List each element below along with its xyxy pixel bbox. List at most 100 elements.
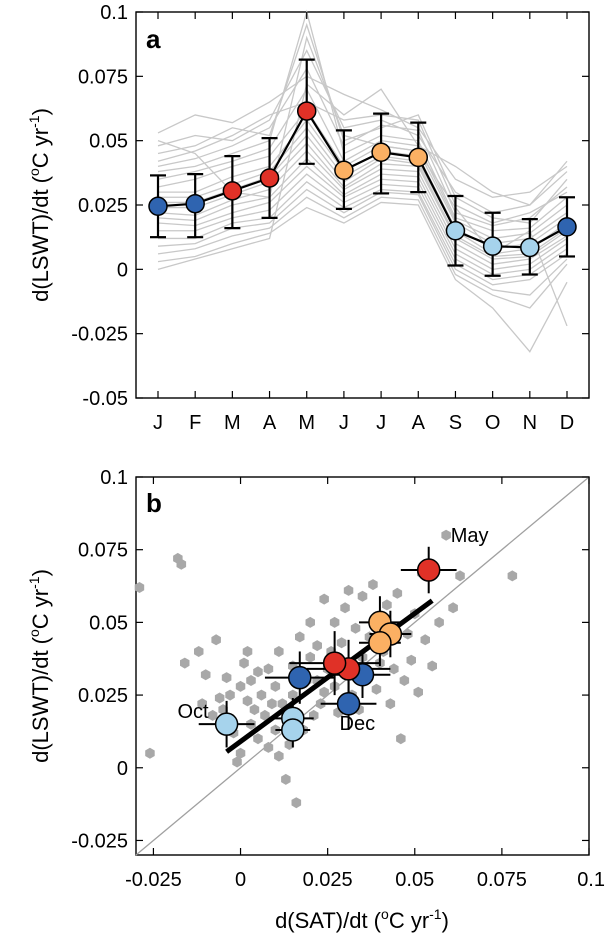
x-tick-label: 0.075: [477, 869, 527, 891]
mean-point: [371, 142, 391, 162]
background-series-line: [157, 157, 568, 271]
month-point: [336, 692, 361, 716]
y-tick-label: 0.075: [78, 66, 128, 88]
x-tick-label: A: [263, 412, 277, 434]
mean-point: [445, 220, 466, 241]
annotation-dec: Dec: [340, 713, 376, 735]
gray-point: [340, 602, 350, 614]
gray-point: [448, 602, 458, 614]
x-tick-label: M: [224, 412, 241, 434]
background-series-line: [158, 173, 568, 281]
gray-point: [288, 689, 298, 701]
mean-point: [482, 236, 503, 256]
background-series-line: [158, 181, 568, 286]
background-series-line: [157, 196, 568, 309]
gray-point: [368, 579, 378, 591]
mean-point: [148, 196, 168, 217]
gray-point: [270, 680, 281, 692]
gray-point: [385, 698, 396, 710]
gray-point: [396, 733, 406, 745]
gray-point: [263, 663, 274, 675]
gray-point: [305, 651, 315, 663]
month-point: [281, 718, 305, 742]
gray-point: [315, 698, 326, 710]
mean-point: [408, 147, 429, 168]
panel-a-ylabel: d(LSWT)/dt (oC yr-1): [26, 108, 53, 302]
mean-point: [259, 168, 280, 188]
y-tick-label: 0.05: [89, 612, 128, 634]
y-tick-label: 0: [117, 259, 128, 281]
x-tick-label: 0.025: [303, 869, 353, 891]
gray-point: [382, 599, 392, 611]
mean-point: [334, 160, 354, 181]
gray-point: [274, 646, 284, 657]
gray-point: [267, 698, 277, 710]
background-series-line: [157, 150, 568, 265]
gray-point: [197, 698, 207, 710]
panel-a-error-bars: [150, 58, 575, 277]
y-tick-label: 0.1: [100, 467, 128, 489]
gray-point: [134, 582, 145, 593]
gray-point: [291, 797, 302, 809]
x-tick-label: D: [560, 412, 574, 434]
mean-point: [520, 237, 540, 258]
gray-point: [260, 709, 270, 721]
mean-point: [557, 217, 577, 237]
panel-a-background-series: [157, 9, 568, 353]
y-tick-label: -0.025: [71, 830, 128, 852]
annotation-may: May: [451, 525, 489, 547]
gray-point: [413, 686, 423, 698]
gray-point: [194, 646, 204, 657]
gray-point: [214, 692, 225, 704]
panel-b-axes-frame: [135, 476, 590, 856]
background-series-line: [157, 22, 568, 224]
x-tick-label: J: [376, 412, 386, 434]
gray-point: [357, 590, 368, 602]
gray-point: [336, 637, 347, 649]
gray-point: [263, 741, 274, 753]
panel-b: -0.025 0 0.025 0.05 0.075 0.1 -0.025 0 0.025 0.05…: [26, 467, 605, 933]
panel-b-label: b: [146, 488, 162, 518]
panel-b-ticks: -0.025 0 0.025 0.05 0.075 0.1 -0.025 0 0.025 0.05…: [71, 467, 605, 891]
background-series-line: [157, 82, 568, 270]
gray-point: [389, 663, 399, 675]
background-series-line: [157, 87, 568, 240]
x-tick-label: O: [485, 412, 501, 434]
y-tick-label: 0: [117, 758, 128, 780]
y-tick-label: 0.075: [78, 540, 128, 562]
gray-point: [235, 747, 246, 759]
x-tick-label: M: [298, 412, 315, 434]
gray-point: [455, 570, 465, 582]
gray-point: [253, 733, 263, 745]
month-point: [214, 712, 239, 736]
gray-point: [312, 640, 322, 652]
x-tick-label: S: [449, 412, 462, 434]
x-tick-label: 0: [235, 869, 246, 891]
gray-point: [319, 686, 329, 698]
gray-point: [295, 631, 305, 643]
gray-point: [406, 654, 416, 666]
background-series-line: [157, 188, 568, 296]
panel-b-ylabel: d(LSWT)/dt (oC yr-1): [26, 569, 53, 763]
gray-point: [350, 622, 361, 634]
month-point: [288, 665, 312, 690]
gray-point: [399, 675, 410, 686]
gray-point: [239, 657, 249, 669]
gray-point: [343, 584, 354, 596]
gray-point: [242, 695, 253, 707]
gray-point: [427, 660, 437, 672]
gray-point: [284, 739, 295, 750]
gray-point: [319, 593, 329, 605]
gray-point: [211, 634, 221, 646]
gray-point: [145, 747, 155, 759]
gray-point: [242, 646, 253, 657]
x-tick-label: 0.05: [395, 869, 434, 891]
gray-point: [249, 704, 260, 716]
background-series-line: [157, 49, 568, 214]
gray-point: [235, 680, 246, 692]
annotation-oct: Oct: [177, 701, 209, 723]
month-point: [416, 558, 441, 582]
gray-point: [281, 773, 291, 785]
